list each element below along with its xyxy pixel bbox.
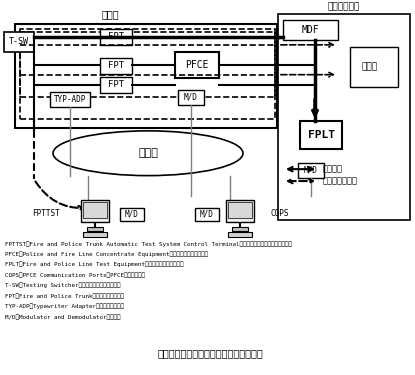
Bar	[87, 227, 103, 231]
Bar	[20, 32, 275, 119]
Bar	[83, 232, 107, 237]
Bar	[175, 52, 219, 78]
Text: MDF: MDF	[301, 25, 319, 35]
Bar	[120, 208, 144, 221]
Text: FPTTST：Fire and Police Trunk Automatic Test System Control Terminal：消防警察回線自動試験制御: FPTTST：Fire and Police Trunk Automatic T…	[5, 241, 292, 246]
Text: M/D: M/D	[184, 92, 198, 101]
Text: 公衆網: 公衆網	[138, 148, 158, 158]
Text: 警察・消防署: 警察・消防署	[328, 2, 360, 11]
Bar	[195, 208, 219, 221]
Bar	[300, 122, 342, 149]
Text: T-SW: T-SW	[9, 38, 29, 46]
Text: FPT: FPT	[108, 61, 124, 70]
Bar	[178, 90, 204, 105]
Text: FPTTST: FPTTST	[32, 209, 60, 218]
Text: 受付台: 受付台	[362, 62, 378, 71]
Text: M/D: M/D	[125, 209, 139, 218]
Bar	[50, 92, 90, 108]
Text: FPT：Fire and Police Trunk：消防警察トランク: FPT：Fire and Police Trunk：消防警察トランク	[5, 293, 124, 299]
Bar	[283, 20, 338, 40]
Bar	[4, 32, 34, 52]
Text: M/D：Modulator and Demodulator：モデム: M/D：Modulator and Demodulator：モデム	[5, 314, 120, 320]
Text: PFCE: PFCE	[185, 60, 209, 70]
Text: COPS：PFCE Communication Ports：PFCE遠隔制御端末: COPS：PFCE Communication Ports：PFCE遠隔制御端末	[5, 272, 145, 278]
Text: 交換機: 交換機	[101, 9, 119, 19]
Text: 自動試験: 自動試験	[323, 165, 343, 174]
Text: COPS: COPS	[270, 209, 288, 218]
Text: FPT: FPT	[108, 32, 124, 41]
Ellipse shape	[53, 131, 243, 176]
Text: FPLT：Fire and Police Line Test Equipment：消防警察回線試験装置: FPLT：Fire and Police Line Test Equipment…	[5, 262, 183, 267]
Text: M/D: M/D	[200, 209, 214, 218]
Bar	[228, 232, 252, 237]
Bar	[100, 58, 132, 74]
Text: TYP-ADP: TYP-ADP	[54, 95, 86, 104]
Bar	[232, 227, 248, 231]
Bar	[226, 200, 254, 222]
Bar	[228, 202, 252, 218]
Bar	[350, 47, 398, 87]
Bar	[15, 24, 277, 128]
Bar	[100, 76, 132, 93]
Text: 図　警察消防回線自動試験システム構成: 図 警察消防回線自動試験システム構成	[157, 348, 263, 358]
Bar	[81, 200, 109, 222]
Bar	[83, 202, 107, 218]
Text: ガイダンス試験: ガイダンス試験	[323, 177, 358, 186]
Bar	[100, 29, 132, 45]
Text: TYP-ADP：Typewriter Adapter：タイプアダプタ: TYP-ADP：Typewriter Adapter：タイプアダプタ	[5, 304, 124, 309]
Text: PFCE：Police and Fire Line Concentrate Equipment：警察消防回線集約装置: PFCE：Police and Fire Line Concentrate Eq…	[5, 251, 208, 257]
Text: FPLT: FPLT	[308, 130, 334, 140]
Bar	[298, 163, 324, 178]
Text: FPT: FPT	[108, 80, 124, 89]
Text: T-SW：Testing Switcher：試験用電話回線接続装置: T-SW：Testing Switcher：試験用電話回線接続装置	[5, 283, 120, 288]
Bar	[20, 29, 275, 96]
Text: M/D: M/D	[304, 166, 318, 175]
Bar	[278, 14, 410, 220]
